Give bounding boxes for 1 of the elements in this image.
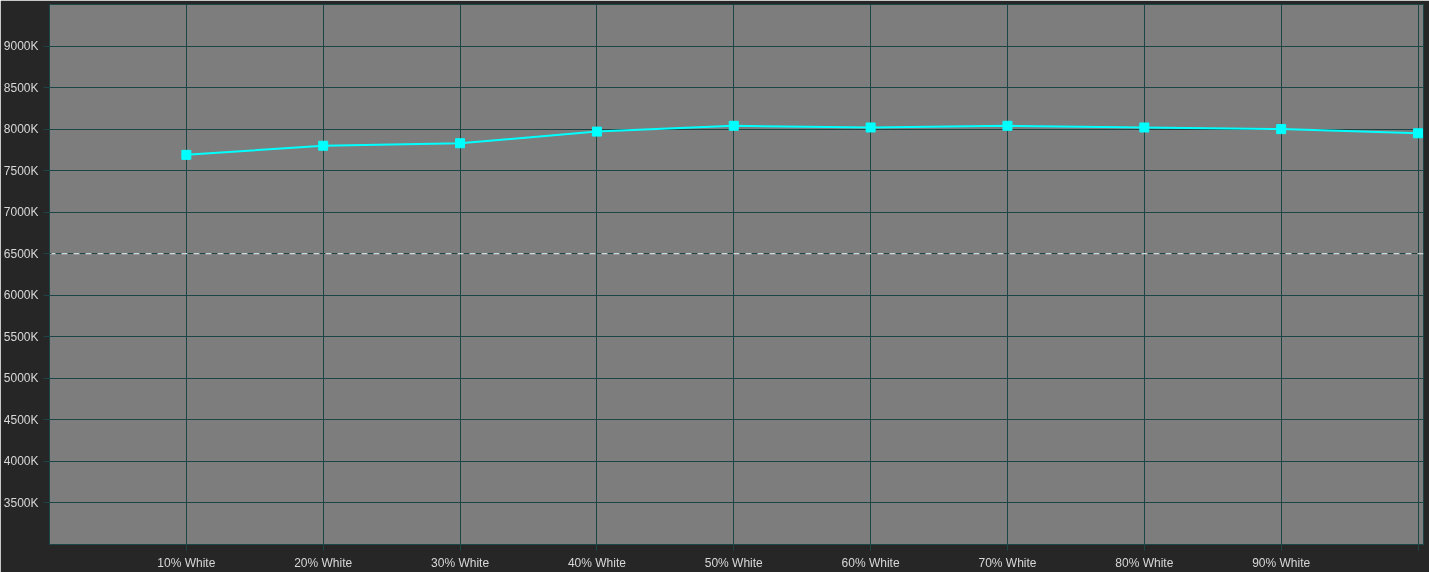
point — [1413, 128, 1424, 139]
